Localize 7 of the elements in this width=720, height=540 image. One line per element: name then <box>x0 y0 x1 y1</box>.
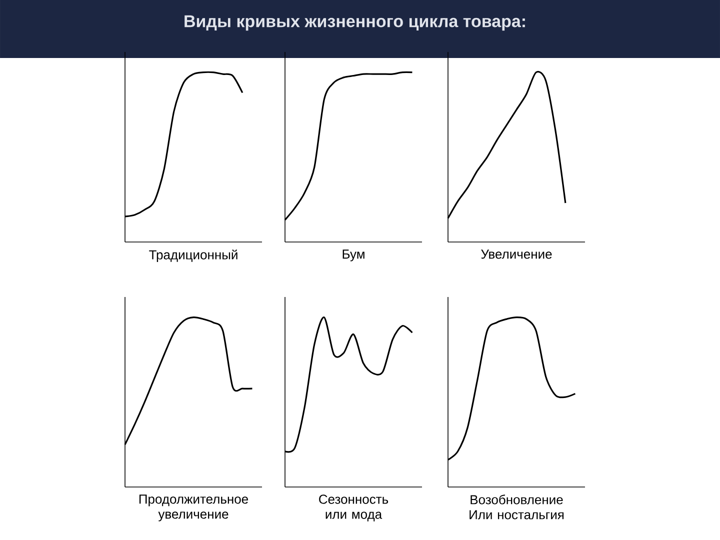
x-axis-title: Бум <box>342 250 364 262</box>
x-axis-title: Сезонность или мода <box>319 494 388 522</box>
x-axis-title: Возобновление Или ностальгия <box>470 494 564 520</box>
x-axis-title: Увеличение <box>481 250 552 259</box>
x-axis-title: Продолжительное увеличение <box>139 494 248 522</box>
text: Виды кривых жизненного цикла товара: <box>184 15 525 31</box>
x-axis-title: Традиционный <box>149 250 238 262</box>
